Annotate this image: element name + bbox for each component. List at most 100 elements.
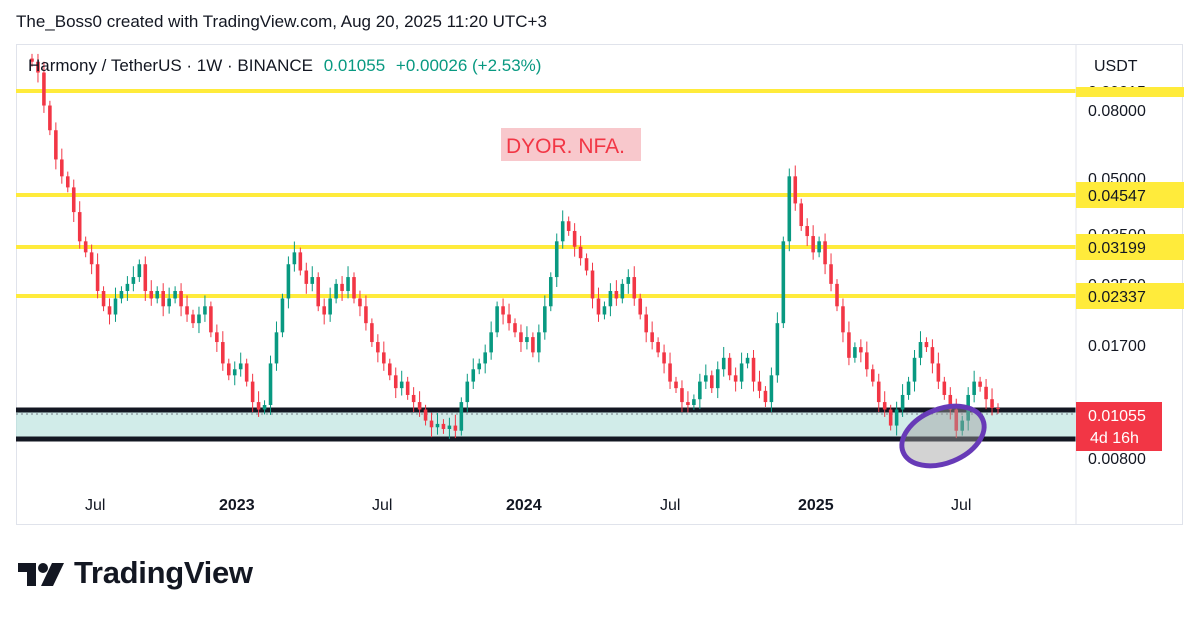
candle-body[interactable] — [602, 306, 607, 315]
candle-body[interactable] — [668, 363, 672, 382]
candle-body[interactable] — [543, 306, 547, 333]
candle-body[interactable] — [48, 105, 52, 131]
candle-body[interactable] — [918, 342, 923, 358]
candle-body[interactable] — [54, 130, 58, 160]
candle-body[interactable] — [853, 347, 857, 358]
candle-body[interactable] — [686, 402, 690, 406]
candle-body[interactable] — [727, 357, 732, 376]
candle-body[interactable] — [793, 176, 798, 204]
candle-body[interactable] — [191, 314, 195, 324]
candle-body[interactable] — [334, 283, 338, 299]
candle-body[interactable] — [215, 332, 219, 343]
candle-body[interactable] — [340, 283, 344, 292]
candle-body[interactable] — [566, 221, 571, 231]
candle-body[interactable] — [996, 408, 1000, 410]
candle-body[interactable] — [835, 283, 839, 307]
candle-body[interactable] — [101, 291, 106, 307]
candle-body[interactable] — [745, 357, 750, 364]
candle-body[interactable] — [244, 363, 249, 382]
candle-body[interactable] — [829, 264, 833, 284]
candle-body[interactable] — [36, 61, 40, 73]
candle-body[interactable] — [268, 363, 273, 406]
candle-body[interactable] — [459, 402, 464, 431]
candle-body[interactable] — [548, 277, 553, 307]
candle-body[interactable] — [113, 298, 118, 315]
candle-body[interactable] — [733, 375, 738, 382]
candle-body[interactable] — [173, 291, 177, 299]
candle-body[interactable] — [596, 298, 601, 315]
candle-body[interactable] — [137, 264, 142, 278]
candle-body[interactable] — [674, 381, 678, 389]
candle-body[interactable] — [590, 270, 595, 299]
candle-body[interactable] — [560, 221, 565, 242]
candle-body[interactable] — [948, 394, 953, 410]
candle-body[interactable] — [519, 332, 523, 343]
candle-body[interactable] — [584, 258, 589, 271]
candle-body[interactable] — [471, 369, 476, 382]
candle-body[interactable] — [155, 291, 160, 299]
candle-body[interactable] — [805, 226, 809, 237]
candle-body[interactable] — [680, 388, 684, 403]
candle-body[interactable] — [447, 425, 452, 429]
candle-body[interactable] — [799, 203, 804, 227]
candle-body[interactable] — [870, 369, 875, 382]
candle-body[interactable] — [417, 402, 422, 410]
candle-body[interactable] — [238, 363, 243, 370]
candle-body[interactable] — [817, 241, 821, 253]
candle-body[interactable] — [161, 291, 165, 307]
candle-body[interactable] — [387, 363, 392, 376]
candle-body[interactable] — [209, 306, 213, 333]
candle-body[interactable] — [894, 409, 899, 426]
candle-body[interactable] — [262, 405, 267, 410]
candle-body[interactable] — [841, 306, 845, 333]
candle-body[interactable] — [149, 291, 154, 299]
candle-body[interactable] — [316, 277, 321, 307]
candle-body[interactable] — [185, 306, 189, 315]
candle-body[interactable] — [531, 337, 535, 353]
candle-body[interactable] — [739, 363, 744, 382]
candle-body[interactable] — [167, 298, 171, 307]
candle-body[interactable] — [537, 332, 541, 353]
candle-body[interactable] — [823, 241, 827, 265]
candle-body[interactable] — [364, 306, 368, 324]
candle-body[interactable] — [614, 291, 619, 299]
candle-body[interactable] — [900, 394, 905, 410]
candle-body[interactable] — [709, 375, 714, 389]
candle-body[interactable] — [441, 423, 446, 429]
candle-body[interactable] — [71, 187, 76, 213]
candle-body[interactable] — [203, 306, 207, 315]
candle-body[interactable] — [715, 369, 720, 389]
candle-body[interactable] — [608, 291, 613, 307]
candle-body[interactable] — [489, 332, 493, 353]
candle-body[interactable] — [89, 252, 94, 265]
candle-body[interactable] — [781, 241, 786, 324]
candle-body[interactable] — [978, 381, 982, 387]
candle-body[interactable] — [352, 277, 356, 299]
candle-body[interactable] — [423, 409, 428, 421]
annotation-box[interactable] — [501, 128, 641, 161]
candle-body[interactable] — [280, 298, 285, 333]
candle-body[interactable] — [507, 314, 511, 324]
candle-body[interactable] — [721, 357, 726, 370]
candle-body[interactable] — [274, 332, 279, 364]
candle-body[interactable] — [876, 381, 881, 403]
candle-body[interactable] — [83, 241, 88, 253]
candle-body[interactable] — [924, 342, 929, 348]
candle-body[interactable] — [704, 375, 708, 382]
candle-body[interactable] — [322, 306, 326, 315]
candle-body[interactable] — [125, 283, 130, 292]
symbol-legend[interactable]: Harmony / TetherUS · 1W · BINANCE 0.0105… — [28, 56, 541, 76]
candle-body[interactable] — [346, 277, 350, 292]
candle-body[interactable] — [859, 347, 863, 353]
candle-body[interactable] — [698, 381, 702, 400]
candle-body[interactable] — [882, 402, 887, 410]
candle-body[interactable] — [692, 399, 696, 406]
candle-body[interactable] — [763, 390, 768, 403]
candle-body[interactable] — [60, 159, 64, 177]
candle-body[interactable] — [382, 352, 386, 364]
candle-body[interactable] — [411, 394, 416, 403]
candle-body[interactable] — [107, 306, 112, 315]
candle-body[interactable] — [143, 264, 148, 292]
candle-body[interactable] — [626, 277, 631, 284]
